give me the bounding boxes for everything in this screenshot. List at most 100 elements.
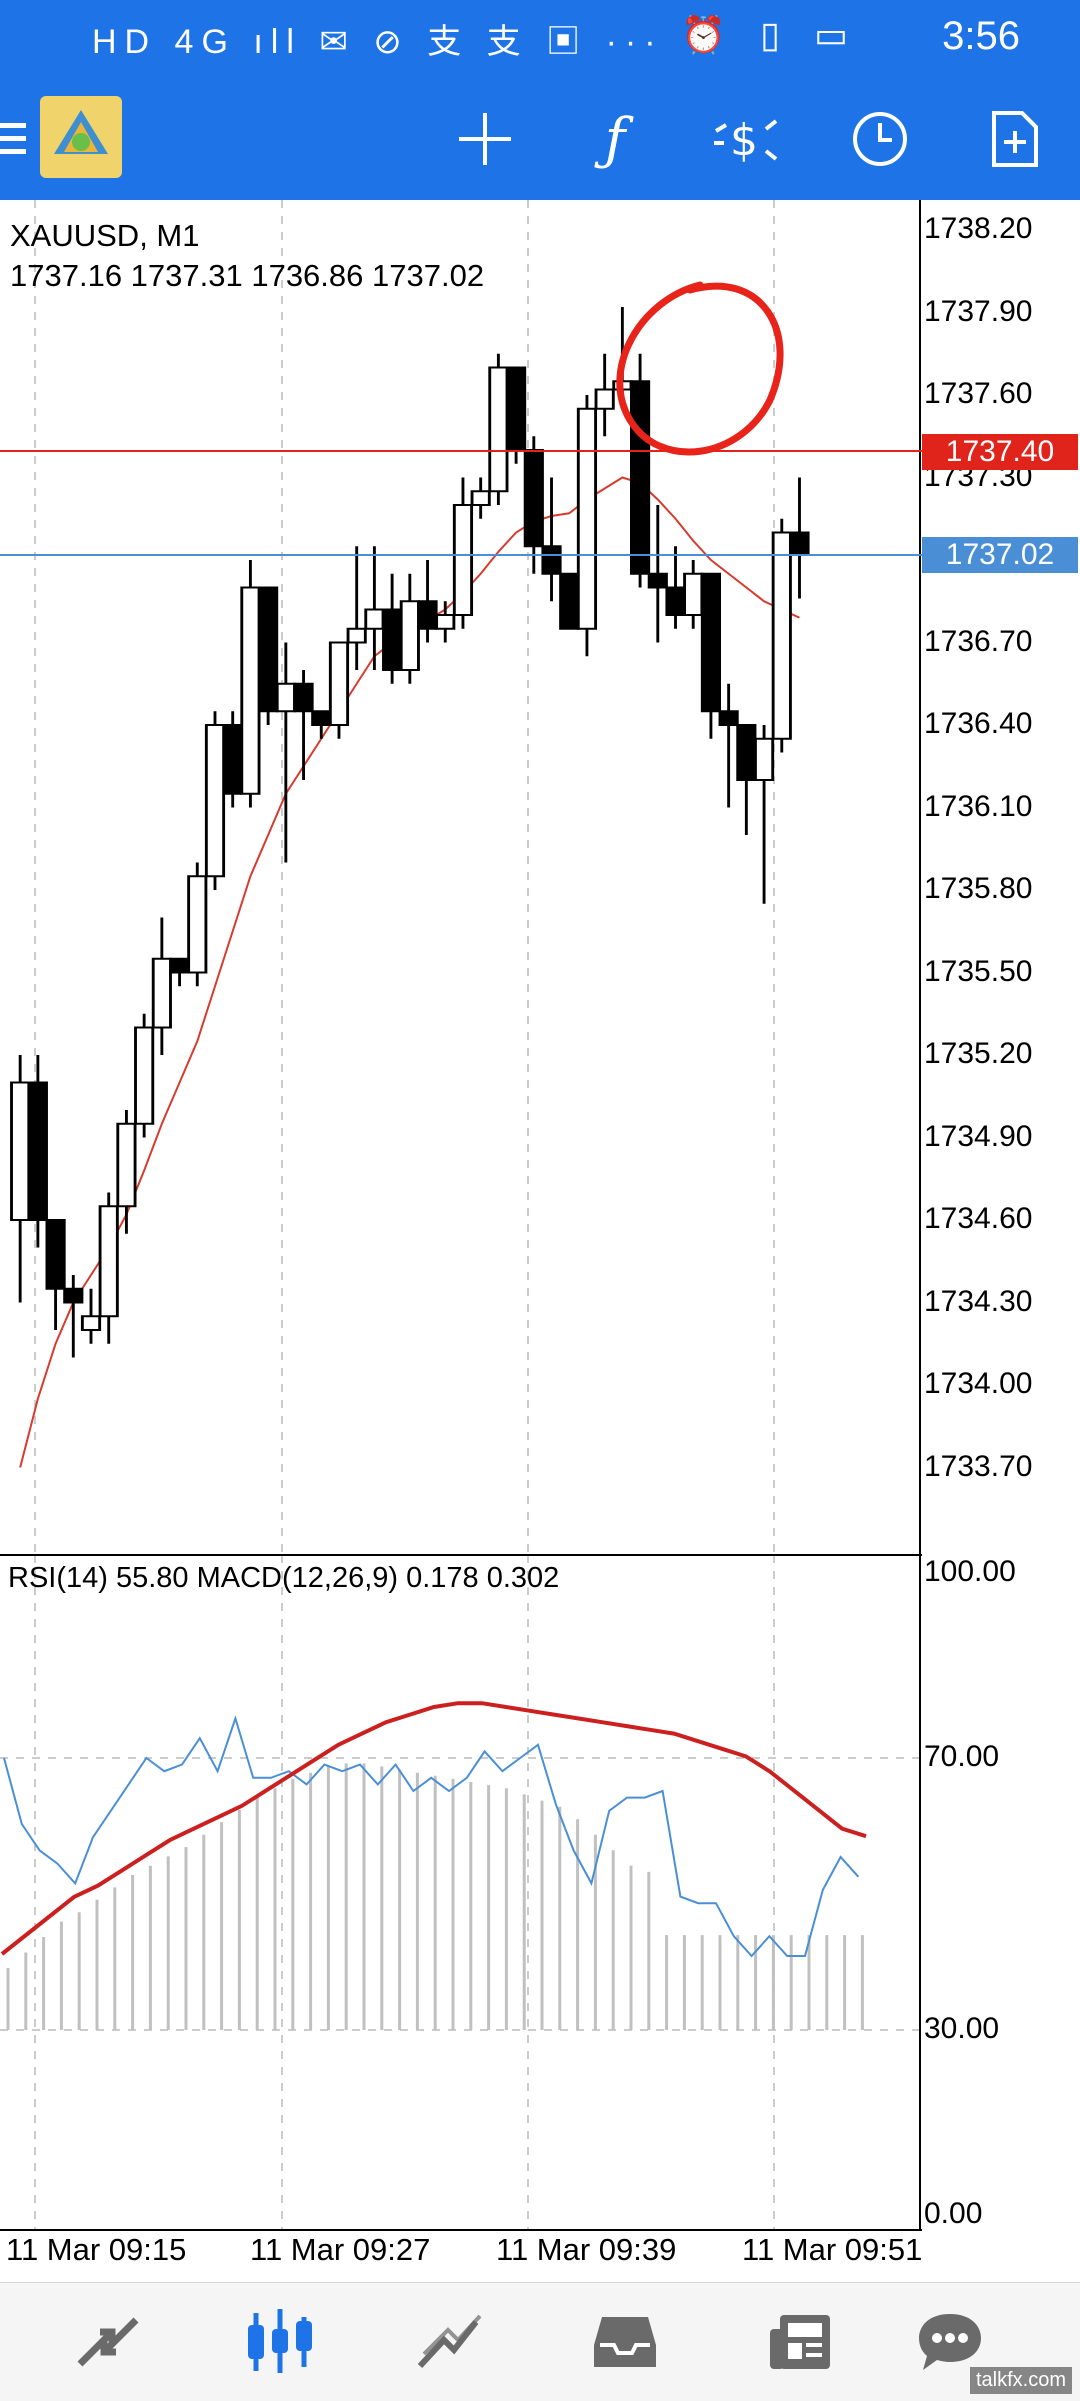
candle-body — [559, 572, 580, 630]
objects-icon[interactable]: $ — [690, 78, 800, 200]
candle-body — [594, 388, 615, 410]
candle — [789, 477, 810, 599]
candle — [753, 725, 775, 904]
price-tick: 1738.20 — [924, 212, 1033, 245]
candle-body — [506, 366, 527, 451]
candle-body — [169, 957, 190, 974]
indicator-label: RSI(14) 55.80 MACD(12,26,9) 0.178 0.302 — [8, 1562, 560, 1594]
time-label: 11 Mar 09:27 — [250, 2232, 431, 2267]
candle-body — [258, 586, 279, 713]
indicator-tick: 70.00 — [924, 1740, 1000, 1773]
ask-price-tag: 1737.40 — [922, 434, 1078, 470]
candle — [45, 1219, 66, 1330]
candle — [80, 1288, 102, 1344]
indicators-icon[interactable]: ƒ — [604, 106, 626, 172]
status-time: 3:56 — [942, 14, 1020, 58]
candle — [417, 560, 438, 643]
status-bar: HD 4G ıll ✉ ⊘ 支 支 ▣ ··· ⏰ ▯ ▭ 3:56 — [0, 0, 1080, 78]
candle-body — [187, 875, 208, 974]
price-tick: 1736.70 — [924, 624, 1033, 658]
candle — [718, 683, 739, 808]
price-tick: 1734.30 — [924, 1284, 1033, 1318]
candle-body — [364, 608, 385, 630]
candle-body — [541, 545, 562, 575]
macd-signal-line — [0, 1701, 867, 1956]
candle-body — [27, 1081, 48, 1221]
candle — [222, 711, 243, 808]
trade-icon[interactable] — [390, 2283, 510, 2401]
app-logo[interactable] — [40, 96, 122, 178]
candle-body — [116, 1122, 137, 1208]
candle — [187, 862, 208, 987]
price-tick: 1734.00 — [924, 1367, 1033, 1400]
messages-icon[interactable] — [890, 2283, 1010, 2401]
candle — [116, 1110, 137, 1234]
candle — [151, 917, 172, 1055]
candle — [10, 1055, 31, 1303]
candle-body — [382, 608, 403, 671]
candle — [399, 573, 420, 684]
candle — [683, 560, 704, 629]
candle — [240, 560, 261, 808]
annotation-circle — [616, 281, 784, 456]
candle-body — [417, 600, 438, 630]
time-label: 11 Mar 09:51 — [742, 2232, 923, 2267]
candle — [647, 505, 668, 643]
candle-body — [683, 572, 704, 616]
candle-body — [10, 1081, 31, 1221]
candle — [506, 366, 527, 464]
candle-body — [470, 490, 491, 506]
menu-icon[interactable] — [0, 78, 40, 200]
candle-body — [753, 737, 775, 781]
new-order-icon[interactable] — [960, 78, 1070, 200]
candle-body — [488, 366, 509, 493]
candle-body — [647, 572, 668, 589]
candle — [98, 1192, 119, 1344]
candle — [169, 957, 190, 987]
candle-body — [399, 600, 420, 671]
candle — [541, 477, 562, 602]
candle — [594, 353, 615, 437]
price-tick: 1736.40 — [924, 707, 1033, 740]
candle-body — [346, 627, 367, 644]
news-icon[interactable] — [740, 2283, 860, 2401]
candle — [63, 1275, 84, 1358]
candle — [258, 586, 279, 725]
candle-body — [45, 1219, 66, 1290]
price-tick: 1737.90 — [924, 294, 1033, 328]
svg-text:$: $ — [730, 115, 758, 166]
status-left-indicators: HD 4G ıll ✉ ⊘ 支 支 ▣ ··· — [92, 23, 664, 61]
candle-body — [222, 724, 243, 795]
indicator-tick: 30.00 — [924, 2012, 1000, 2045]
chart-canvas[interactable] — [0, 200, 1080, 2280]
candle-body — [771, 531, 792, 740]
candle-body — [98, 1205, 119, 1318]
candle — [328, 641, 350, 739]
timeframe-icon[interactable] — [825, 78, 935, 200]
time-label: 11 Mar 09:39 — [496, 2232, 677, 2267]
price-tick: 1734.90 — [924, 1119, 1033, 1153]
candle-body — [151, 957, 172, 1029]
candle-body — [736, 724, 757, 781]
price-tick: 1733.70 — [924, 1449, 1033, 1483]
candle-body — [630, 380, 651, 575]
candle — [27, 1055, 48, 1248]
time-label: 11 Mar 09:15 — [6, 2232, 187, 2267]
price-tick: 1736.10 — [924, 789, 1033, 823]
candle-body — [275, 682, 296, 713]
crosshair-icon[interactable] — [430, 78, 540, 200]
indicator-tick: 100.00 — [924, 1555, 1016, 1588]
candle — [576, 395, 598, 657]
candle-body — [435, 614, 456, 630]
candle — [275, 642, 296, 863]
candle — [311, 710, 332, 739]
candle-body — [452, 504, 474, 616]
candle-body — [293, 682, 314, 713]
top-toolbar: ƒ $ — [0, 78, 1080, 200]
indicator-tick: 0.00 — [924, 2197, 983, 2230]
chart-icon[interactable] — [220, 2283, 340, 2401]
candle — [771, 518, 792, 753]
quotes-icon[interactable] — [48, 2283, 168, 2401]
history-icon[interactable] — [565, 2283, 685, 2401]
candle — [700, 572, 722, 739]
